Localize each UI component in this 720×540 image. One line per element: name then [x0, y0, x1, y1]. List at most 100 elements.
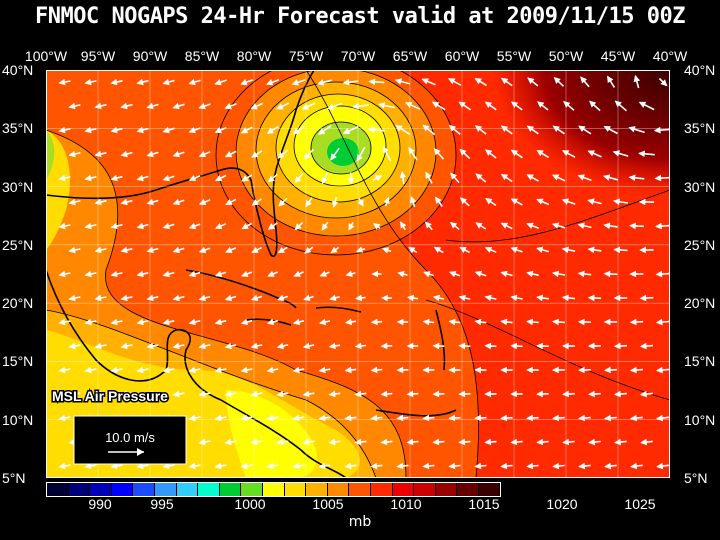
wind-vector	[292, 366, 305, 374]
wind-vector	[58, 462, 71, 470]
wind-vector	[422, 318, 435, 326]
wind-vector	[603, 125, 618, 135]
wind-vector	[291, 79, 306, 86]
colorbar-swatch	[414, 483, 436, 496]
wind-vector	[224, 103, 237, 110]
wind-vector	[561, 294, 576, 302]
isobars	[46, 70, 670, 478]
wind-vector	[120, 246, 133, 254]
wind-vector	[381, 294, 392, 302]
wind-vector	[484, 294, 497, 302]
colorbar-swatch	[370, 483, 393, 496]
band-1008	[226, 390, 317, 478]
wind-vector	[510, 342, 523, 350]
wind-vector	[276, 342, 289, 350]
wind-vector	[474, 270, 487, 278]
colorbar-tick-label: 1015	[468, 496, 500, 512]
wind-vector	[422, 414, 435, 422]
wind-vector	[630, 462, 643, 470]
wind-vector	[422, 462, 435, 470]
colorbar-tick-label: 1020	[546, 496, 578, 512]
lon-label: 100°W	[24, 48, 68, 64]
wind-vector	[639, 246, 654, 254]
wind-vector	[431, 101, 446, 111]
wind-vector	[318, 366, 331, 374]
wind-vector	[94, 246, 107, 254]
wind-vector	[198, 246, 211, 254]
wind-vector	[449, 221, 460, 231]
wind-vector	[484, 342, 497, 350]
wind-vector	[215, 174, 227, 182]
wind-vector	[84, 270, 97, 278]
wind-vector	[266, 366, 279, 374]
lat-label: 40°N	[684, 62, 716, 78]
wind-vector	[94, 294, 107, 302]
arrow-icon	[137, 448, 144, 456]
wind-vector	[120, 150, 133, 158]
wind-vector	[536, 246, 550, 254]
wind-vector	[198, 102, 211, 110]
wind-vector	[136, 270, 149, 278]
wind-vector	[408, 246, 418, 254]
wind-vector	[526, 414, 539, 422]
wind-vector	[526, 462, 539, 470]
wind-vector	[561, 198, 576, 205]
wind-vector	[408, 147, 418, 161]
wind-vector	[188, 78, 201, 86]
wind-vector	[241, 174, 253, 182]
wind-vector	[587, 294, 602, 302]
wind-vector	[474, 77, 487, 87]
wind-vector	[58, 366, 71, 374]
lat-label: 15°N	[684, 353, 716, 370]
colorbar-swatch	[262, 483, 285, 496]
wind-vector	[653, 126, 670, 134]
wind-vector	[58, 174, 71, 182]
wind-vector	[162, 270, 175, 278]
colorbar-swatch	[68, 483, 91, 496]
wind-vector	[136, 174, 149, 182]
wind-vector	[474, 414, 487, 422]
wind-vector	[577, 270, 592, 278]
wind-vector	[422, 124, 436, 136]
wind-vector	[424, 221, 433, 231]
wind-vector	[423, 271, 434, 278]
wind-vector	[552, 125, 565, 135]
wind-vector	[655, 270, 670, 278]
wind-vector	[301, 102, 316, 110]
colorbar-swatch	[241, 483, 263, 496]
wind-vector	[654, 222, 670, 230]
wind-vector	[94, 102, 107, 110]
wind-vector	[587, 150, 602, 158]
wind-vector	[58, 414, 71, 422]
wind-vector	[120, 342, 133, 350]
wind-vector	[198, 151, 211, 158]
wind-vector	[305, 197, 313, 208]
wind-vector	[458, 294, 471, 302]
wind-vector	[110, 174, 123, 182]
wind-vector	[551, 318, 565, 326]
colorbar-swatch	[349, 483, 371, 496]
wind-vector	[629, 366, 643, 374]
wind-vector	[250, 390, 263, 398]
wind-vector	[84, 174, 97, 182]
wind-vector	[372, 175, 383, 182]
wind-vector	[614, 390, 627, 398]
wind-vector	[551, 174, 566, 182]
lon-label: 55°W	[496, 48, 532, 64]
wind-vector	[344, 366, 357, 374]
wind-vector	[294, 172, 304, 184]
wind-vector	[459, 246, 471, 254]
wind-vector	[328, 438, 341, 446]
colorbar-tick-label: 1005	[312, 496, 344, 512]
lon-label: 60°W	[444, 48, 480, 64]
wind-vector	[587, 198, 602, 205]
wind-vector	[214, 414, 227, 422]
low-center	[327, 138, 359, 166]
wind-vector	[188, 414, 201, 422]
wind-vector	[240, 79, 253, 86]
wind-vector	[250, 102, 263, 110]
wind-vector	[146, 102, 159, 110]
wind-vector	[639, 342, 654, 350]
wind-vector	[345, 318, 357, 326]
wind-vector	[406, 390, 419, 398]
